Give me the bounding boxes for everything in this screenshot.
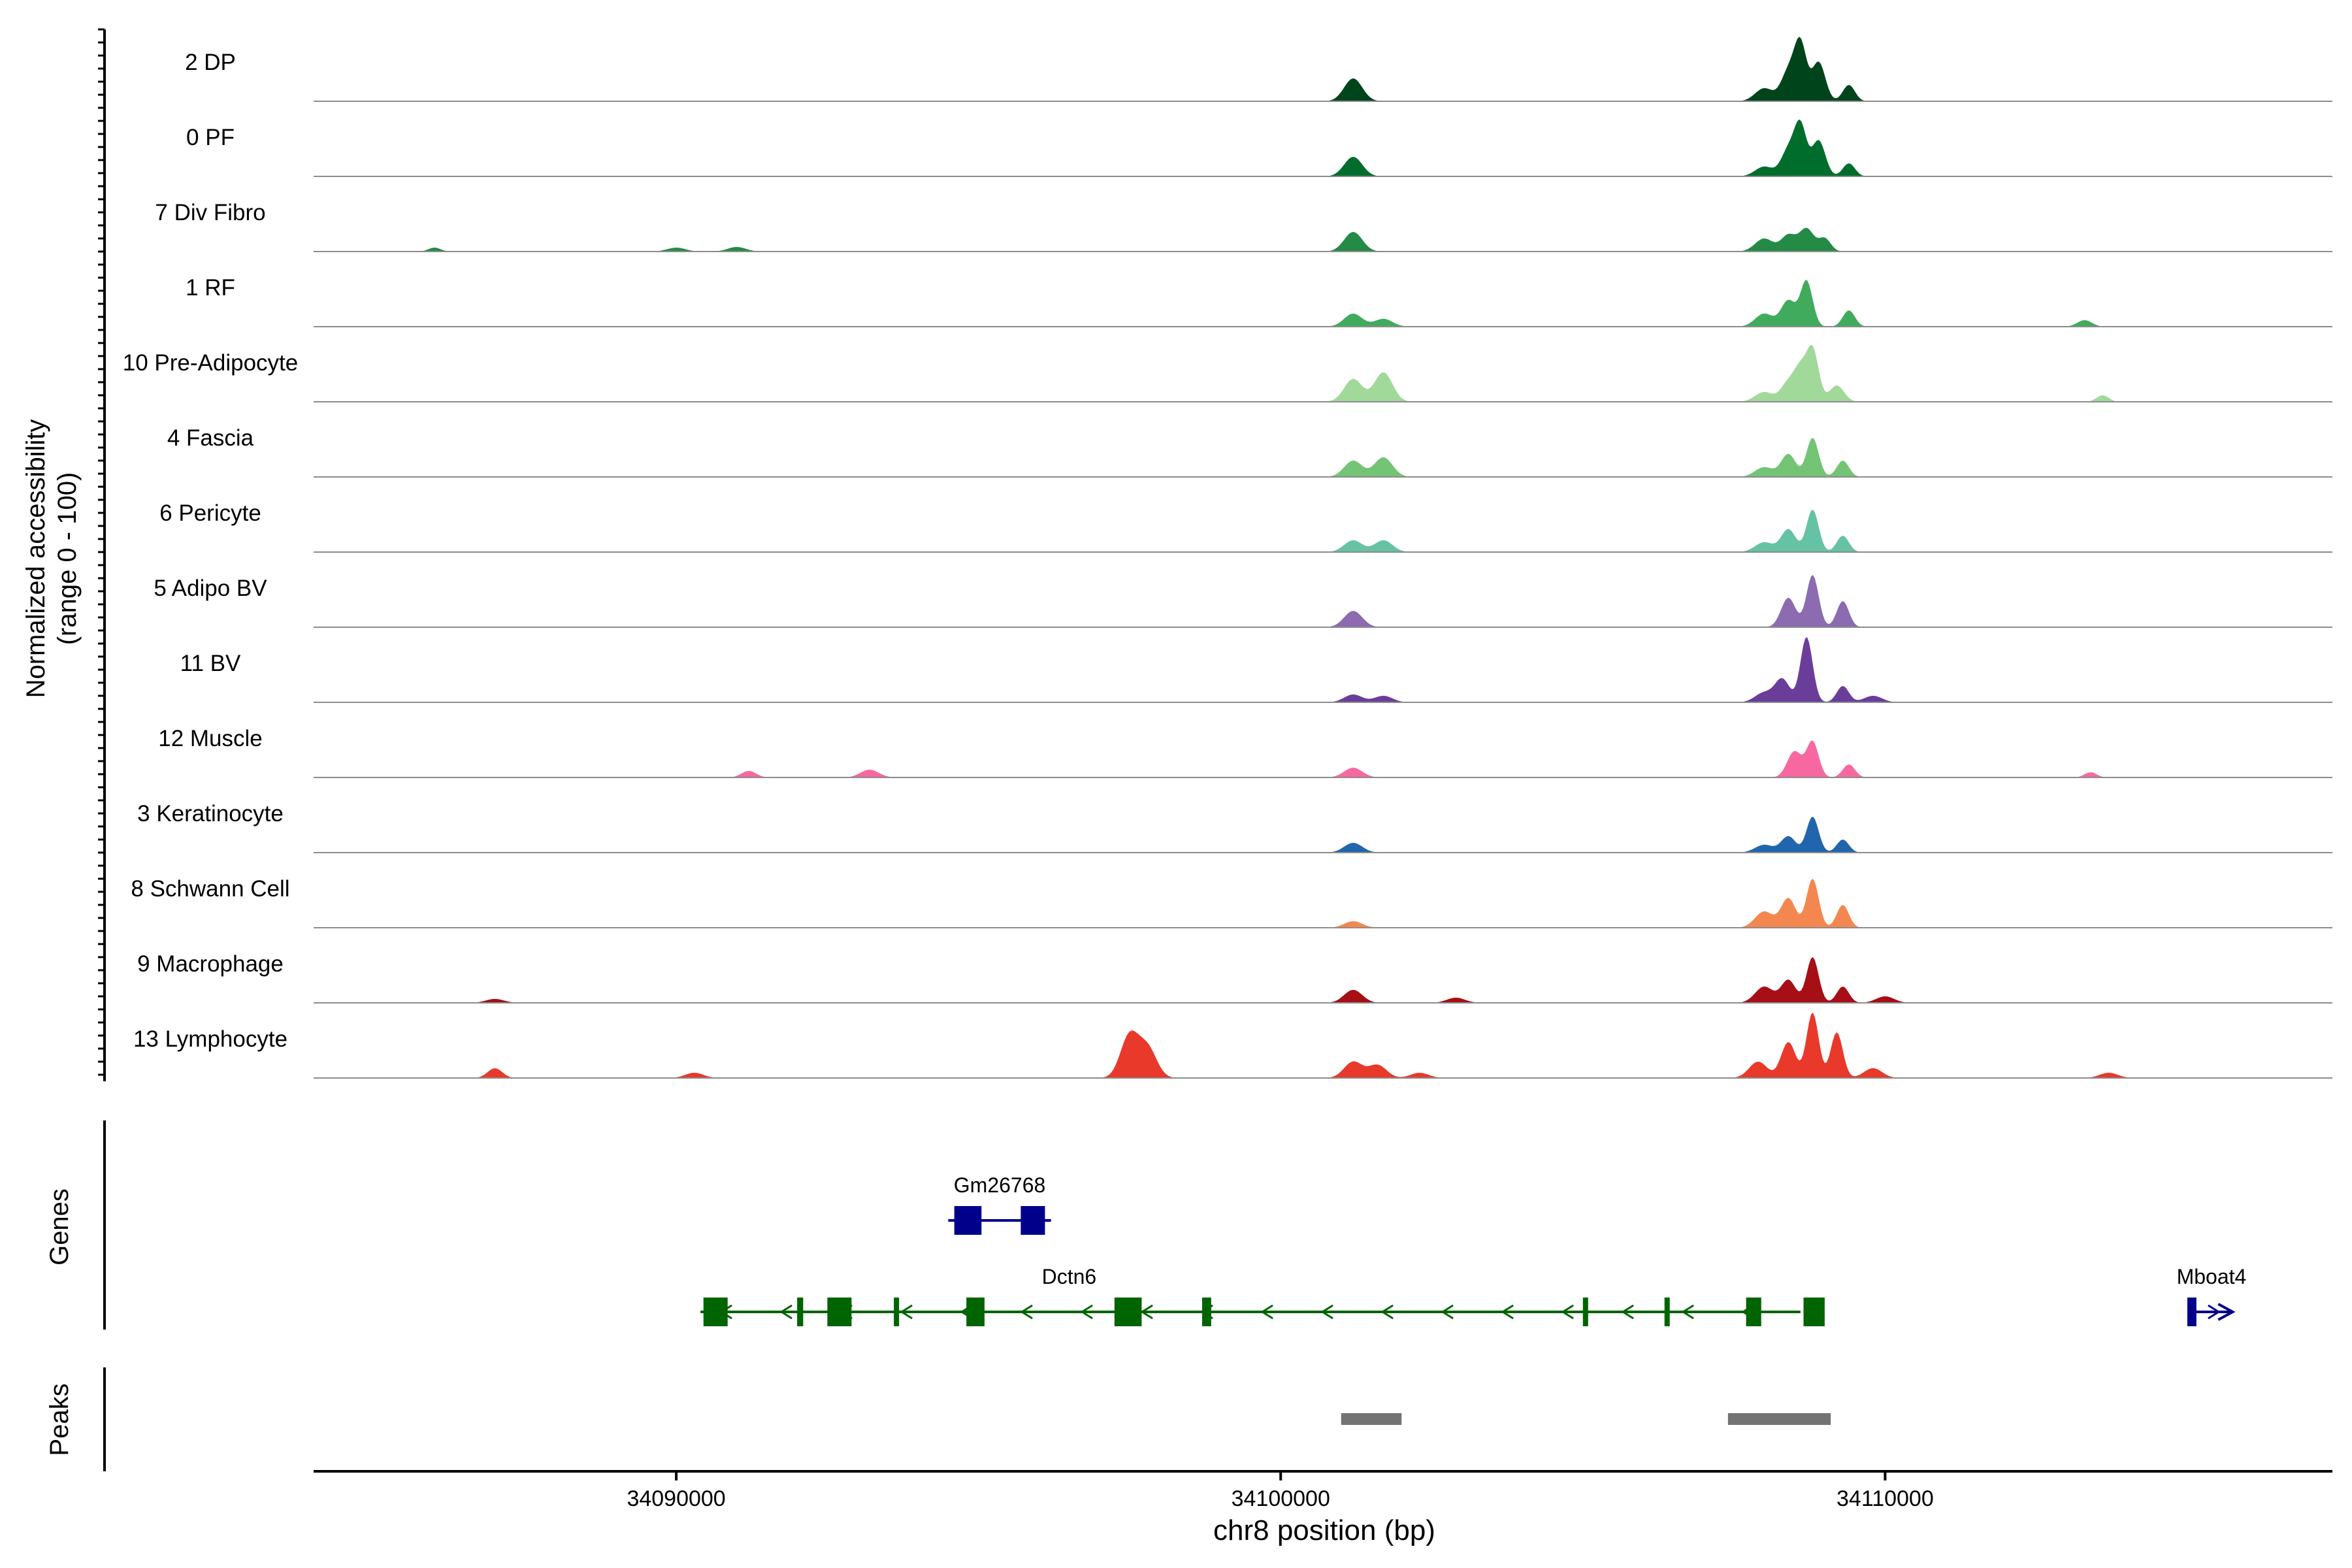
- exon-Dctn6-3: [894, 1298, 900, 1326]
- y-axis-subtitle: (range 0 - 100): [53, 472, 82, 645]
- coverage-area-3: [314, 280, 2332, 327]
- gene-label-Dctn6: Dctn6: [1042, 1265, 1097, 1288]
- strand-chevron: [1441, 1304, 1454, 1320]
- x-tick-label-1: 34100000: [1232, 1486, 1330, 1511]
- exon-Dctn6-4: [966, 1298, 985, 1326]
- track-label-6: 6 Pericyte: [159, 500, 261, 526]
- coverage-area-8: [314, 637, 2332, 702]
- track-labels: 2 DP 0 PF 7 Div Fibro 1 RF 10 Pre-Adipocyte 4…: [123, 50, 298, 1052]
- exon-Gm26768-1: [1021, 1206, 1045, 1235]
- coverage-tracks: [314, 37, 2332, 1079]
- x-axis-title: chr8 position (bp): [1213, 1514, 1435, 1546]
- track-label-10: 3 Keratinocyte: [137, 801, 284, 826]
- gene-label-Mboat4: Mboat4: [2177, 1265, 2247, 1288]
- strand-chevron: [1320, 1304, 1333, 1320]
- y-axis-title: Normalized accessibility: [22, 419, 50, 698]
- exon-Dctn6-7: [1582, 1298, 1588, 1326]
- coverage-area-1: [314, 119, 2332, 176]
- coverage-area-9: [314, 740, 2332, 777]
- exon-Dctn6-6: [1201, 1298, 1211, 1326]
- exon-Gm26768-0: [954, 1206, 982, 1235]
- exon-Dctn6-8: [1664, 1298, 1670, 1326]
- coverage-area-5: [314, 438, 2332, 477]
- exon-Dctn6-5: [1114, 1298, 1142, 1326]
- coverage-area-6: [314, 510, 2332, 552]
- strand-chevron: [1260, 1304, 1273, 1320]
- peak-region-0: [1341, 1413, 1402, 1425]
- strand-arrowhead: [2217, 1303, 2236, 1321]
- track-label-4: 10 Pre-Adipocyte: [123, 350, 298, 376]
- strand-chevron: [779, 1304, 792, 1320]
- strand-chevron: [2208, 1304, 2221, 1320]
- track-label-12: 9 Macrophage: [137, 951, 284, 977]
- strand-chevron: [1080, 1304, 1093, 1320]
- coverage-area-2: [314, 227, 2332, 252]
- track-label-5: 4 Fascia: [167, 425, 254, 451]
- exon-Dctn6-0: [703, 1298, 728, 1326]
- coverage-area-7: [314, 575, 2332, 627]
- gene-label-Gm26768: Gm26768: [954, 1173, 1046, 1197]
- track-label-11: 8 Schwann Cell: [131, 876, 289, 902]
- strand-chevron: [1621, 1304, 1634, 1320]
- genes-panel-label: Genes: [45, 1188, 74, 1266]
- accessibility-y-axis: [98, 28, 106, 1081]
- strand-chevron: [1681, 1304, 1694, 1320]
- peak-region-1: [1727, 1413, 1831, 1425]
- coverage-area-0: [314, 37, 2332, 102]
- coverage-area-13: [314, 1013, 2332, 1078]
- exon-Dctn6-1: [797, 1298, 804, 1326]
- strand-chevron: [1380, 1304, 1394, 1320]
- track-label-1: 0 PF: [186, 125, 235, 150]
- track-label-7: 5 Adipo BV: [154, 576, 267, 601]
- exon-Dctn6-10: [1803, 1298, 1825, 1326]
- track-label-3: 1 RF: [186, 275, 235, 301]
- x-tick-label-0: 34090000: [627, 1486, 725, 1511]
- coverage-area-4: [314, 344, 2332, 402]
- coverage-area-10: [314, 817, 2332, 853]
- peak-panel: [103, 1367, 1831, 1471]
- track-label-2: 7 Div Fibro: [155, 200, 265, 225]
- coverage-area-11: [314, 879, 2332, 928]
- peaks-panel-label: Peaks: [45, 1383, 74, 1456]
- strand-chevron: [1140, 1304, 1153, 1320]
- track-label-13: 13 Lymphocyte: [133, 1026, 287, 1052]
- strand-chevron: [1020, 1304, 1033, 1320]
- gene-annotation-panel: Gm26768 Dctn6 Mboat4: [103, 1120, 2247, 1330]
- exon-Dctn6-9: [1746, 1298, 1761, 1326]
- x-tick-label-2: 34110000: [1837, 1486, 1934, 1511]
- exon-Dctn6-2: [827, 1298, 852, 1326]
- track-label-8: 11 BV: [180, 651, 241, 676]
- exon-Mboat4-0: [2187, 1298, 2197, 1326]
- x-axis: 34090000 34100000 34110000: [314, 1470, 2332, 1511]
- strand-chevron: [900, 1304, 913, 1320]
- coverage-area-12: [314, 957, 2332, 1003]
- track-label-9: 12 Muscle: [158, 726, 263, 751]
- strand-chevron: [1561, 1304, 1574, 1320]
- track-label-0: 2 DP: [185, 50, 236, 75]
- strand-chevron: [1501, 1304, 1514, 1320]
